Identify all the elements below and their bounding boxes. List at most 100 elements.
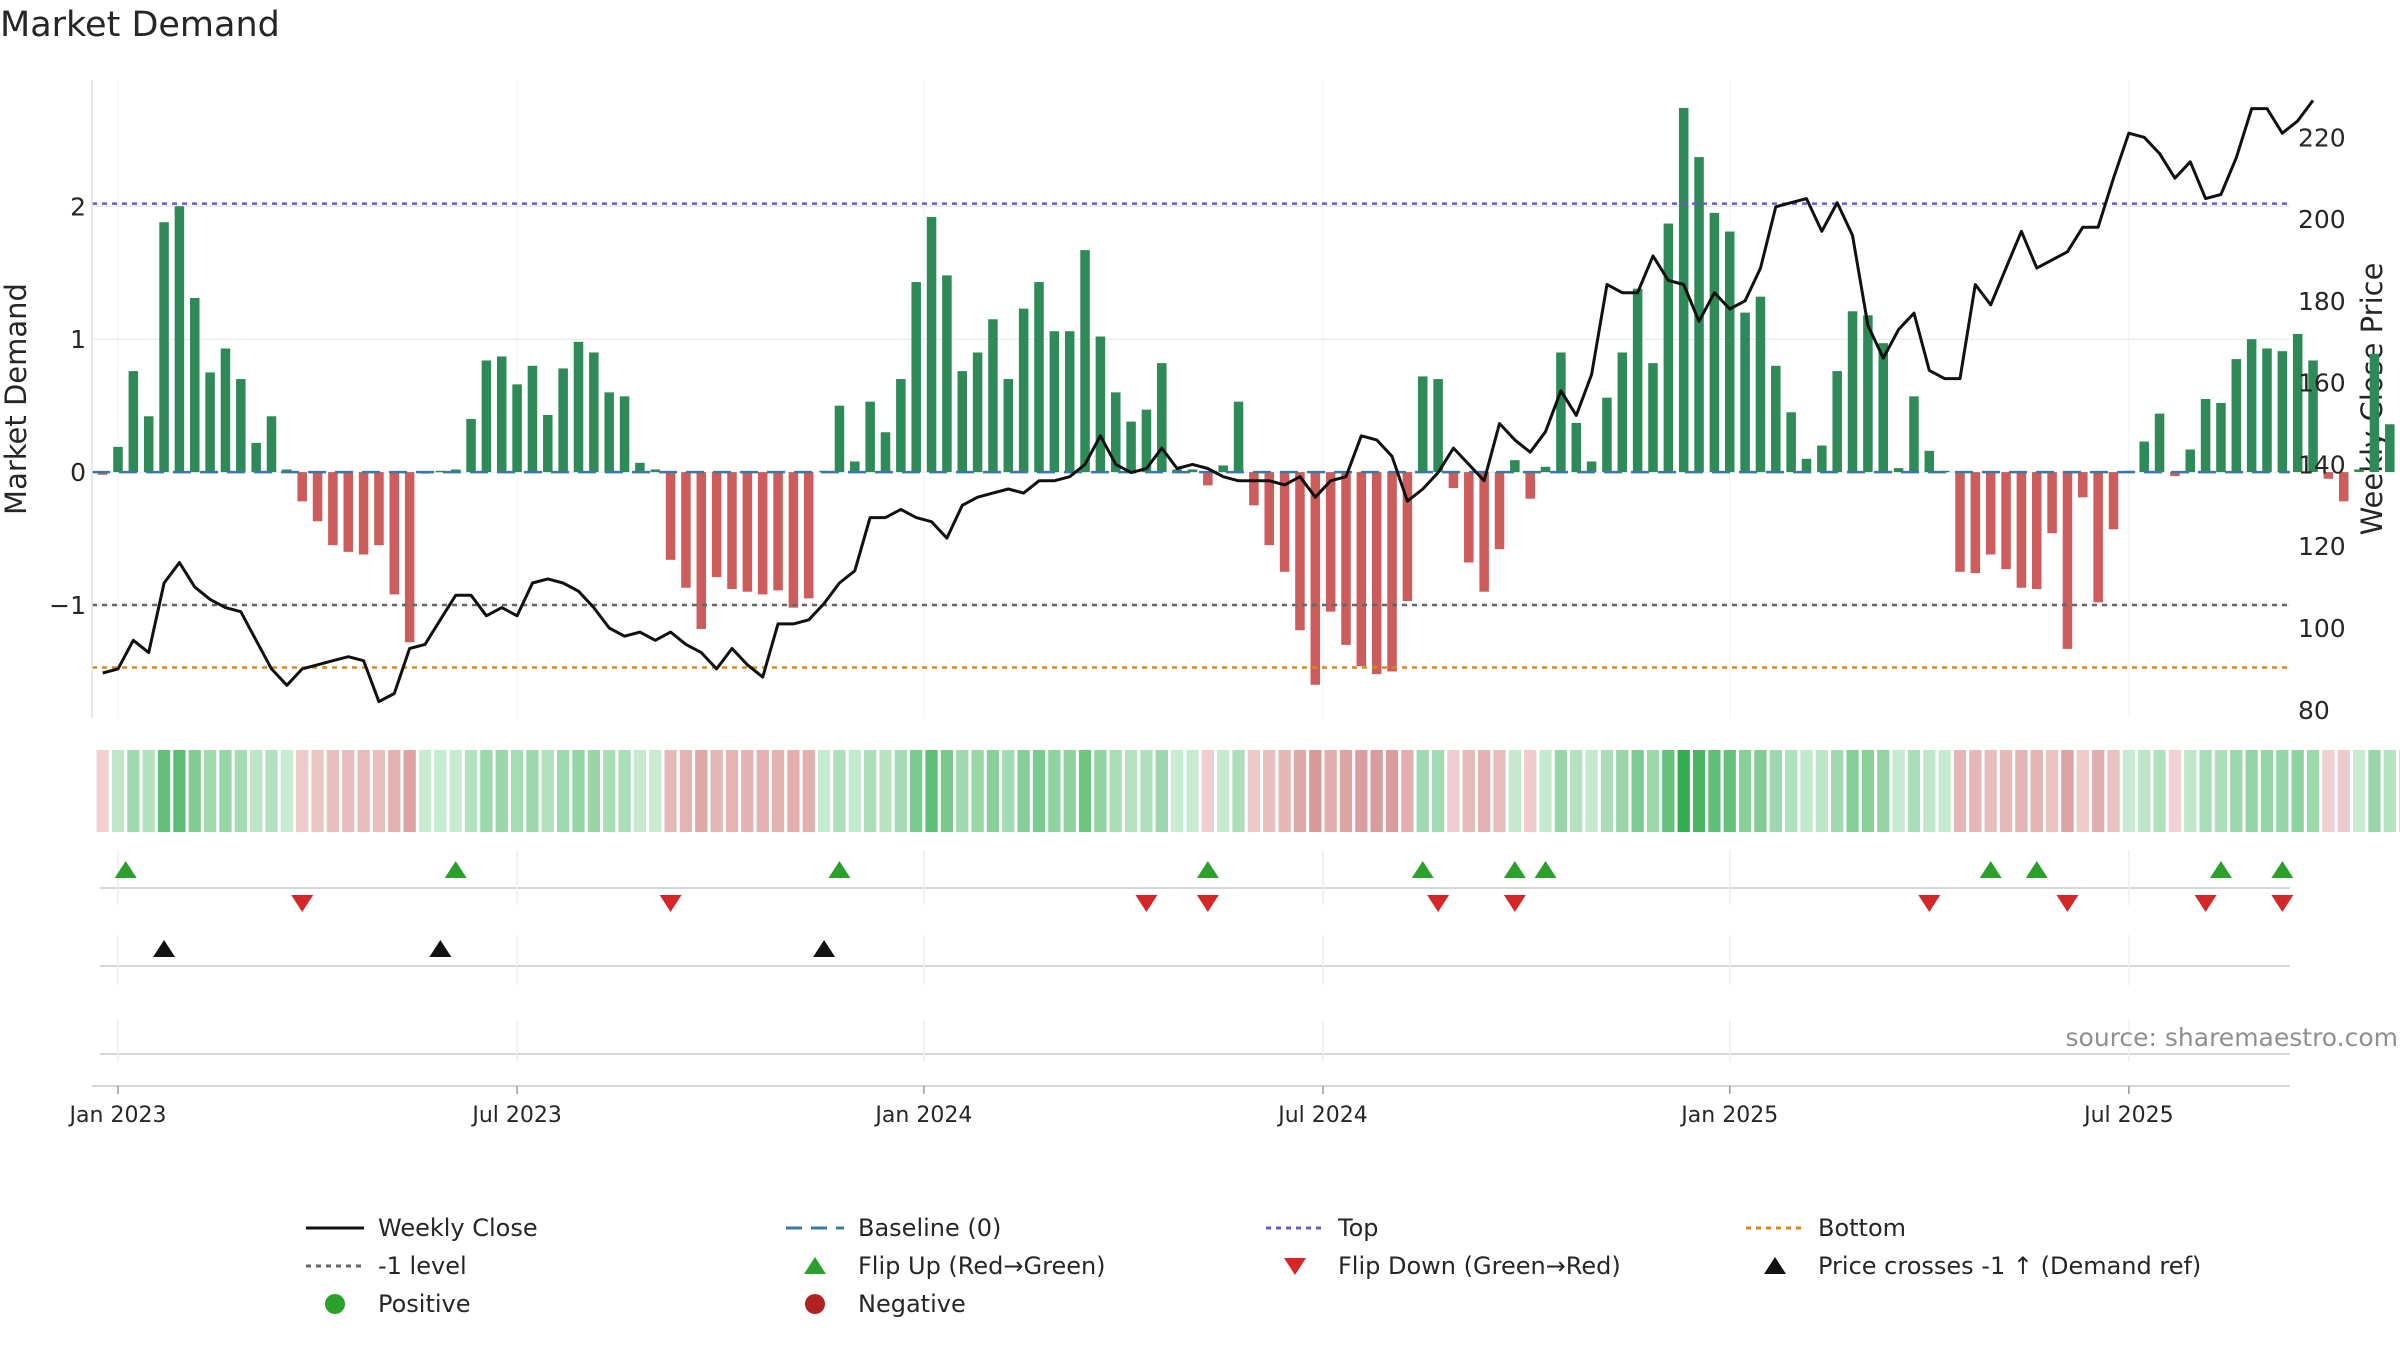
heat-cell — [1631, 750, 1644, 832]
legend-swatch — [1284, 1258, 1306, 1275]
demand-bar — [1817, 445, 1827, 473]
heat-cell — [633, 750, 647, 832]
heat-cell — [787, 750, 800, 832]
heat-cell — [1309, 750, 1322, 832]
demand-bar — [1218, 465, 1228, 473]
flip-down-marker — [659, 895, 682, 912]
demand-bar — [1233, 401, 1244, 473]
heat-cell — [572, 750, 585, 832]
demand-bar — [2354, 469, 2364, 473]
heat-cell — [1063, 750, 1076, 832]
demand-bar — [1479, 472, 1489, 592]
demand-bar — [2093, 472, 2103, 603]
demand-bar — [650, 469, 661, 473]
flip-down-marker — [2056, 895, 2079, 912]
demand-bar — [1924, 450, 1935, 473]
demand-bar — [558, 368, 568, 473]
legend-label: Baseline (0) — [858, 1214, 1002, 1242]
demand-bar — [220, 348, 231, 473]
demand-bar — [604, 392, 614, 473]
demand-bar — [159, 222, 169, 473]
legend-triangle-down — [1284, 1258, 1306, 1275]
heat-cell — [894, 750, 907, 832]
heat-cell — [679, 750, 693, 832]
flip-down-marker — [291, 895, 314, 912]
demand-bar — [988, 319, 998, 473]
demand-bar — [1678, 107, 1689, 473]
heat-cell — [848, 750, 861, 832]
flip-up-marker — [2209, 861, 2232, 878]
flip-up-marker — [1503, 861, 1526, 878]
demand-bar — [343, 472, 354, 552]
demand-bar — [2231, 359, 2242, 473]
demand-bar — [788, 472, 799, 608]
heat-cell — [1048, 750, 1061, 832]
demand-bar — [2170, 472, 2180, 477]
chart-title: Market Demand — [0, 5, 280, 45]
heat-cell — [1293, 750, 1307, 832]
y2-tick-label: 220 — [2298, 123, 2346, 152]
heat-cell — [2184, 750, 2197, 832]
demand-bar — [527, 365, 538, 473]
heat-cell — [864, 750, 877, 832]
heat-cell — [2214, 750, 2228, 832]
heat-cell — [2030, 750, 2043, 832]
legend-item: Flip Down (Green→Red) — [1260, 1248, 1621, 1284]
heat-cell — [1002, 750, 1015, 832]
flip-down-marker — [2194, 895, 2217, 912]
heat-cell — [986, 750, 1000, 832]
demand-bar — [1740, 312, 1750, 473]
heat-cell — [464, 750, 478, 832]
demand-bar — [236, 379, 246, 473]
demand-bar — [1510, 460, 1520, 473]
heat-cell — [357, 750, 370, 832]
legend-swatch — [805, 1294, 825, 1314]
heat-cell — [1508, 750, 1521, 832]
demand-bar — [481, 360, 492, 473]
heat-cell — [649, 750, 662, 832]
heat-cell — [2230, 750, 2243, 832]
demand-bar — [1648, 363, 1658, 473]
demand-bar — [834, 405, 845, 473]
watermark: source: sharemaestro.com — [2066, 1023, 2399, 1052]
demand-bar — [896, 379, 906, 473]
heat-cell — [756, 750, 769, 832]
demand-bar — [1417, 376, 1428, 473]
heat-cell — [1708, 750, 1721, 832]
legend-swatch — [325, 1294, 345, 1314]
y-tick-label: 0 — [70, 458, 86, 487]
demand-bar — [1402, 472, 1413, 602]
heat-cell — [1493, 750, 1506, 832]
demand-bar — [635, 462, 645, 473]
demand-bar — [2200, 399, 2211, 473]
heat-cell — [1769, 750, 1782, 832]
flip-up-marker — [1979, 861, 2002, 878]
demand-bar — [282, 469, 292, 473]
demand-bar — [174, 206, 185, 473]
demand-bar — [1249, 472, 1259, 506]
heat-cell — [940, 750, 954, 832]
heat-cell — [1324, 750, 1337, 832]
heat-cell — [1539, 750, 1552, 832]
demand-bar — [1832, 371, 1842, 473]
heat-cell — [526, 750, 539, 832]
heat-cell — [1984, 750, 1997, 832]
axes: −1 0 1 2 80 100 120 140 160 180 200 220 — [49, 80, 2346, 725]
demand-bar — [880, 432, 891, 473]
y2-tick-label: 180 — [2298, 287, 2346, 316]
legend-item: Baseline (0) — [780, 1210, 1001, 1246]
heat-cell — [1570, 750, 1583, 832]
heat-cell — [541, 750, 554, 832]
legend-item: Negative — [780, 1286, 966, 1322]
heat-cell — [971, 750, 984, 832]
flip-up-marker — [828, 861, 851, 878]
heat-cell — [510, 750, 524, 832]
heat-cell — [2061, 750, 2074, 832]
heat-cell — [725, 750, 739, 832]
demand-bar — [1433, 379, 1443, 473]
heat-cell — [1815, 750, 1828, 832]
demand-bar — [1310, 472, 1321, 685]
demand-bar — [972, 352, 983, 473]
demand-bar — [1970, 472, 1981, 574]
